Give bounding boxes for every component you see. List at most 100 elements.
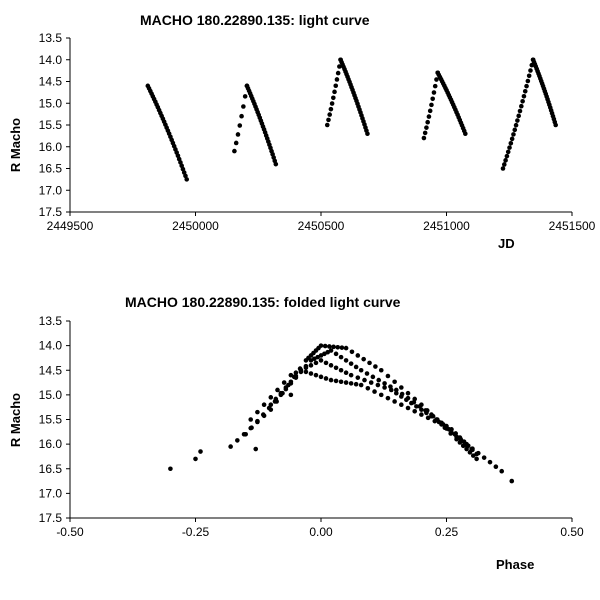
y-tick-label: 17.5: [39, 511, 63, 525]
y-tick-label: 15.5: [39, 118, 63, 132]
data-point: [313, 360, 319, 366]
data-point: [399, 394, 404, 399]
data-point: [288, 372, 294, 378]
data-point: [323, 360, 329, 366]
data-point: [343, 345, 349, 351]
data-point: [405, 390, 411, 396]
data-point: [430, 96, 435, 102]
data-point: [426, 114, 432, 119]
y-tick-label: 15.0: [39, 96, 63, 110]
data-point: [505, 149, 511, 155]
x-tick-label: 2451500: [549, 219, 596, 233]
data-point: [528, 68, 533, 73]
data-point: [235, 438, 240, 443]
data-point: [335, 70, 341, 76]
data-point: [244, 83, 250, 89]
data-point: [327, 112, 332, 117]
data-point: [519, 103, 524, 109]
data-point: [435, 70, 441, 76]
data-point: [422, 130, 428, 136]
data-point: [464, 442, 469, 448]
data-point: [378, 392, 384, 398]
data-point: [487, 459, 493, 465]
data-point: [449, 427, 454, 432]
data-point: [404, 397, 409, 403]
data-point: [385, 373, 391, 379]
y-tick-label: 13.5: [39, 314, 63, 328]
data-point: [275, 387, 280, 393]
data-point: [419, 407, 424, 412]
light-curve-title: MACHO 180.22890.135: light curve: [140, 12, 370, 28]
data-point: [358, 382, 364, 388]
data-point: [503, 158, 508, 163]
data-point: [521, 94, 527, 99]
data-point: [268, 402, 274, 408]
data-point: [242, 94, 248, 99]
data-point: [355, 375, 361, 380]
x-tick-label: 2449500: [47, 219, 94, 233]
data-point: [348, 372, 354, 378]
data-point: [228, 444, 233, 449]
data-point: [168, 466, 173, 472]
data-point: [513, 122, 519, 128]
data-point: [343, 380, 349, 385]
x-tick-label: 2451000: [423, 219, 470, 233]
y-tick-label: 16.5: [39, 462, 63, 476]
data-point: [333, 83, 339, 89]
y-tick-label: 16.0: [39, 437, 63, 451]
y-tick-label: 15.0: [39, 388, 63, 402]
data-point: [444, 426, 449, 431]
data-point: [424, 125, 429, 130]
data-point: [394, 390, 399, 396]
data-point: [318, 343, 324, 348]
data-point: [454, 434, 459, 440]
data-point: [326, 117, 331, 123]
data-point: [474, 456, 479, 462]
data-point: [293, 370, 299, 376]
data-point: [509, 136, 515, 142]
data-point: [193, 456, 198, 462]
data-point: [432, 418, 438, 424]
data-point: [372, 389, 377, 394]
data-point: [392, 379, 397, 385]
data-point: [313, 372, 319, 378]
data-point: [334, 77, 340, 82]
data-point: [553, 122, 558, 128]
data-point: [288, 379, 294, 385]
data-point: [432, 83, 438, 89]
data-point: [362, 377, 367, 383]
y-tick-label: 17.0: [39, 486, 63, 500]
data-point: [237, 123, 243, 128]
data-point: [260, 412, 266, 417]
data-point: [283, 385, 289, 390]
data-point: [385, 395, 391, 401]
data-point: [424, 410, 429, 416]
data-point: [493, 464, 499, 469]
data-point: [525, 78, 531, 84]
data-point: [353, 381, 359, 387]
data-point: [343, 370, 349, 376]
data-point: [339, 345, 345, 350]
data-point: [249, 425, 254, 431]
data-point: [183, 173, 188, 179]
data-point: [331, 95, 336, 101]
data-point: [308, 371, 314, 376]
data-point: [293, 373, 299, 379]
data-point: [337, 64, 342, 69]
data-point: [524, 83, 529, 89]
data-point: [329, 101, 335, 106]
data-point: [261, 402, 267, 408]
data-point: [431, 90, 437, 95]
data-point: [382, 381, 387, 386]
y-tick-label: 14.5: [39, 75, 63, 89]
data-point: [373, 364, 378, 369]
data-point: [526, 73, 532, 79]
data-point: [388, 387, 394, 393]
data-point: [412, 408, 418, 414]
y-tick-label: 13.5: [39, 31, 63, 45]
data-point: [349, 349, 355, 355]
x-tick-label: 0.00: [309, 525, 333, 539]
light-curve-chart: MACHO 180.22890.135: light curve R Macho…: [8, 12, 596, 251]
data-point: [405, 405, 411, 411]
